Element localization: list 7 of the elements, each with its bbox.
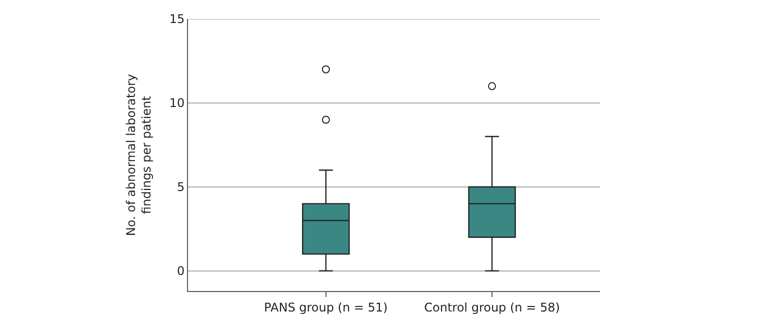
x-tick-label: Control group (n = 58)	[424, 300, 560, 314]
y-axis-title: No. of abnormal laboratory findings per patient	[124, 74, 154, 236]
y-tick-label: 0	[176, 264, 185, 278]
x-tick-label: PANS group (n = 51)	[264, 300, 388, 314]
y-tick-label: 10	[169, 96, 185, 110]
y-tick-label: 15	[169, 12, 185, 26]
y-tick-label: 5	[176, 180, 185, 194]
